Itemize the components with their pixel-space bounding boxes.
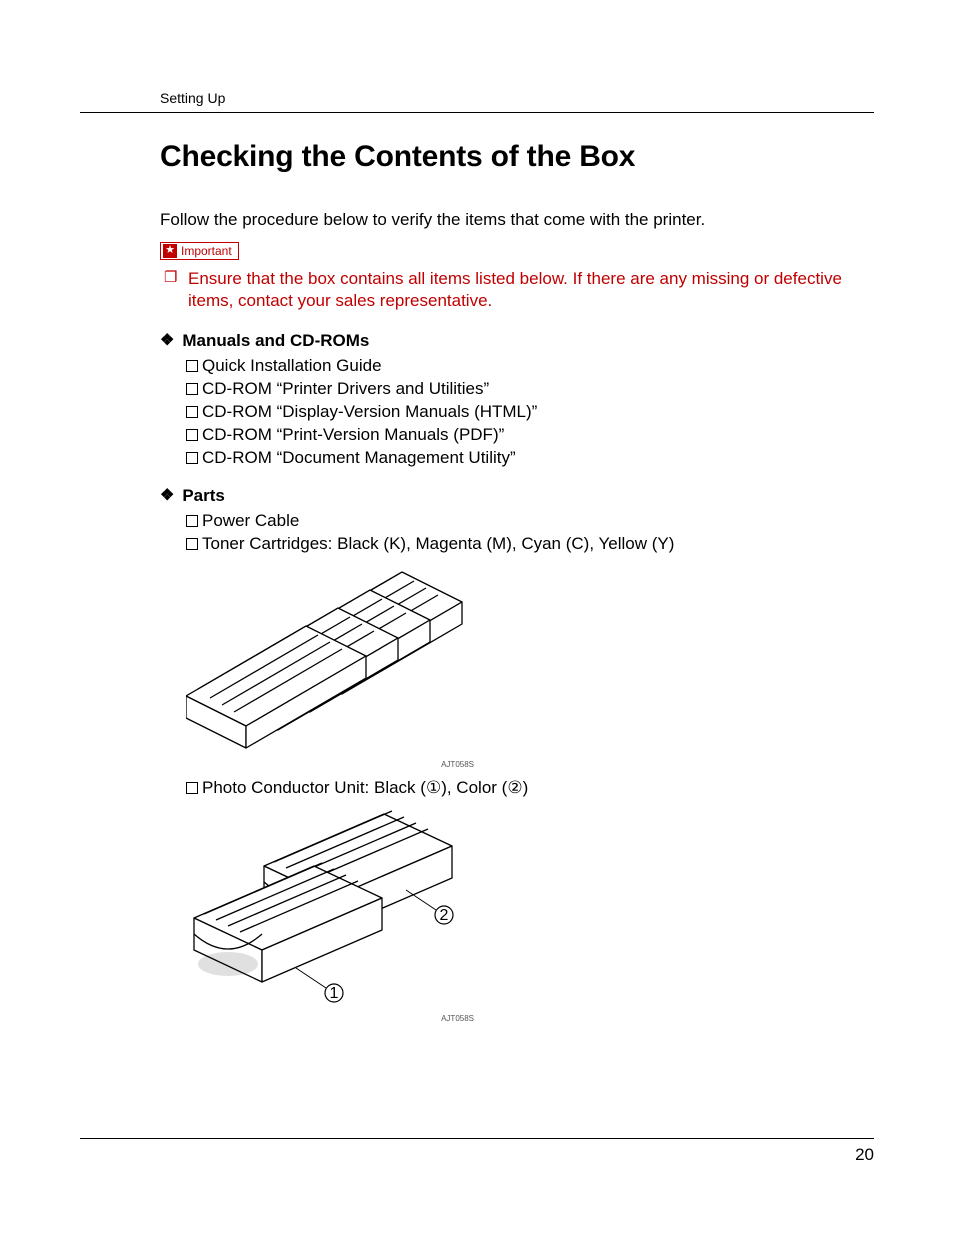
intro-paragraph: Follow the procedure below to verify the…: [160, 210, 846, 230]
pcu-suffix: ): [523, 778, 529, 797]
figure-code: AJT058S: [186, 760, 476, 769]
list-item: CD-ROM “Print-Version Manuals (PDF)”: [186, 424, 846, 447]
section-parts: ❖ Parts Power Cable Toner Cartridges: Bl…: [160, 486, 846, 1023]
running-head: Setting Up: [160, 90, 225, 106]
section-heading-text: Parts: [182, 486, 225, 506]
top-rule: [80, 112, 874, 113]
list-item: Toner Cartridges: Black (K), Magenta (M)…: [186, 533, 846, 556]
bottom-rule: [80, 1138, 874, 1139]
important-label: Important: [181, 244, 232, 258]
figure-toner-cartridges: [186, 564, 476, 754]
callout-1-num: 1: [330, 985, 339, 1002]
figure-pcus: 1 2: [186, 808, 476, 1008]
section-heading: ❖ Manuals and CD-ROMs: [160, 331, 846, 351]
section-manuals: ❖ Manuals and CD-ROMs Quick Installation…: [160, 331, 846, 470]
circled-1-inline: ①: [426, 778, 441, 797]
list-item: CD-ROM “Printer Drivers and Utilities”: [186, 378, 846, 401]
list-item: CD-ROM “Document Management Utility”: [186, 447, 846, 470]
circled-2-inline: ②: [507, 778, 522, 797]
pcu-prefix: Photo Conductor Unit: Black (: [202, 778, 426, 797]
section-heading: ❖ Parts: [160, 486, 846, 506]
section-heading-text: Manuals and CD-ROMs: [182, 331, 369, 351]
toner-cartridges-svg: [186, 564, 476, 754]
list-item: Quick Installation Guide: [186, 355, 846, 378]
checkbox-list: Power Cable Toner Cartridges: Black (K),…: [186, 510, 846, 556]
star-icon: ★: [163, 244, 177, 258]
page-root: Setting Up Checking the Contents of the …: [0, 0, 954, 1235]
diamond-icon: ❖: [160, 488, 174, 504]
list-item-pcu: Photo Conductor Unit: Black (①), Color (…: [186, 777, 846, 800]
page-number: 20: [855, 1145, 874, 1165]
page-title: Checking the Contents of the Box: [160, 140, 846, 174]
important-item: Ensure that the box contains all items l…: [160, 268, 846, 314]
important-list: Ensure that the box contains all items l…: [160, 268, 846, 314]
pcu-mid: ), Color (: [441, 778, 507, 797]
list-item: CD-ROM “Display-Version Manuals (HTML)”: [186, 401, 846, 424]
checkbox-list: Quick Installation Guide CD-ROM “Printer…: [186, 355, 846, 470]
content-area: Checking the Contents of the Box Follow …: [160, 140, 846, 1039]
important-badge: ★ Important: [160, 242, 239, 260]
checkbox-list: Photo Conductor Unit: Black (①), Color (…: [186, 777, 846, 800]
callout-2-num: 2: [440, 907, 449, 924]
pcu-svg: 1 2: [186, 808, 476, 1008]
diamond-icon: ❖: [160, 333, 174, 349]
figure-code: AJT058S: [186, 1014, 476, 1023]
list-item: Power Cable: [186, 510, 846, 533]
